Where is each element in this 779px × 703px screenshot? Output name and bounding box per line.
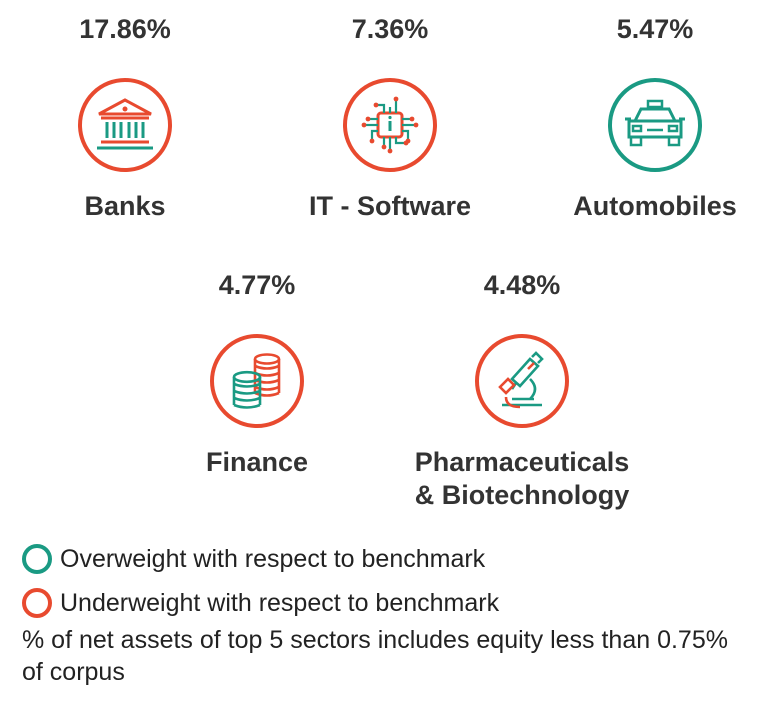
sector-name: Automobiles: [573, 191, 737, 221]
sector-percent: 17.86%: [79, 14, 171, 44]
underweight-circle: [78, 78, 172, 172]
legend-overweight: Overweight with respect to benchmark: [22, 542, 485, 576]
footnote: % of net assets of top 5 sectors include…: [22, 626, 728, 686]
sector-banks: 17.86% Banks: [0, 12, 255, 223]
microscope-icon: [498, 351, 544, 409]
sector-it-software: 7.36% IT - Software: [260, 12, 520, 223]
sector-name: Pharmaceuticals & Biotechnology: [392, 446, 652, 512]
sector-percent: 4.77%: [218, 270, 296, 300]
bank-icon: [97, 98, 153, 150]
legend-underweight-label: Underweight with respect to benchmark: [60, 588, 500, 617]
sector-pharmaceuticals-biotechnology: 4.48% Pharmaceuticals & Biotechnology: [392, 268, 652, 512]
legend-overweight-label: Overweight with respect to benchmark: [60, 544, 486, 573]
sector-name-line1: Pharmaceuticals: [414, 447, 630, 477]
sector-name: Banks: [84, 191, 166, 221]
underweight-circle: [343, 78, 437, 172]
sector-name-line2: & Biotechnology: [414, 480, 630, 510]
sector-name: Finance: [205, 447, 309, 477]
underweight-circle: [475, 334, 569, 428]
overweight-ring-icon: [22, 544, 52, 574]
sector-percent: 4.48%: [483, 270, 561, 300]
legend-underweight: Underweight with respect to benchmark: [22, 586, 499, 620]
chip-icon: [361, 96, 419, 154]
sector-finance: 4.77% Finance: [127, 268, 387, 479]
car-icon: [625, 99, 685, 147]
sector-percent: 5.47%: [616, 14, 694, 44]
underweight-ring-icon: [22, 588, 52, 618]
overweight-circle: [608, 78, 702, 172]
sector-automobiles: 5.47% Automobiles: [525, 12, 779, 223]
coins-icon: [232, 353, 281, 409]
sector-percent: 7.36%: [351, 14, 429, 44]
underweight-circle: [210, 334, 304, 428]
sector-name: IT - Software: [308, 191, 471, 221]
